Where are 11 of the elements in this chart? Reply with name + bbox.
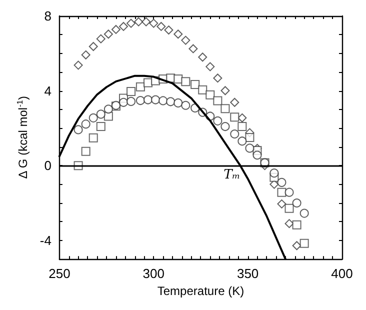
x-tick-label: 300 — [142, 266, 164, 282]
y-tick-label: 4 — [44, 83, 52, 98]
y-tick-label: 8 — [44, 8, 52, 24]
x-tick-label: 250 — [48, 266, 70, 282]
annotation: Tₘ — [224, 168, 240, 183]
x-tick-label: 400 — [331, 266, 353, 282]
y-tick-label: -4 — [40, 232, 52, 248]
y-tick-label: 0 — [44, 158, 52, 174]
x-axis-title: Temperature (K) — [157, 284, 244, 298]
y-axis-title: Δ G (kcal mol-1) — [16, 96, 30, 179]
x-tick-label: 350 — [236, 266, 259, 282]
